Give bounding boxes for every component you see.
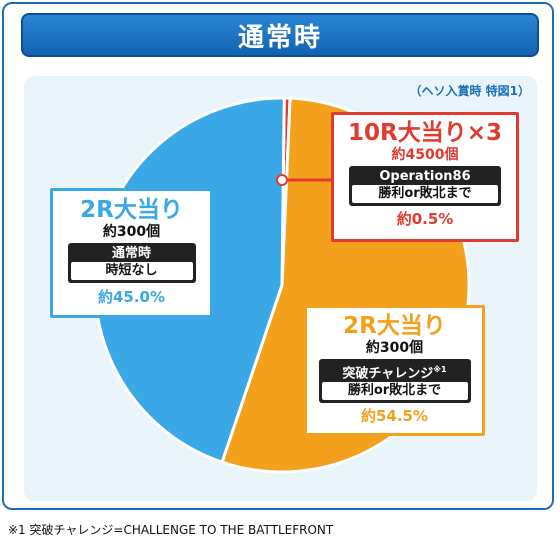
callout-orange-sub: 約300個 xyxy=(365,340,424,356)
callout-orange: 2R大当り 約300個 突破チャレンジ※1 勝利or敗北まで 約54.5% xyxy=(304,305,485,436)
callout-orange-box-top-row: 突破チャレンジ※1 xyxy=(322,361,468,382)
page-title: 通常時 xyxy=(21,13,539,57)
callout-red-box-bottom: 勝利or敗北まで xyxy=(352,185,498,203)
callout-orange-title: 2R大当り xyxy=(343,313,446,339)
callout-blue-percent: 約45.0% xyxy=(97,288,166,306)
callout-orange-percent: 約54.5% xyxy=(360,407,429,426)
callout-blue-box: 通常時 時短なし xyxy=(67,243,196,283)
red-connector-dot xyxy=(276,174,288,186)
callout-blue: 2R大当り 約300個 通常時 時短なし 約45.0% xyxy=(50,188,213,318)
footnote: ※1 突破チャレンジ=CHALLENGE TO THE BATTLEFRONT xyxy=(8,523,334,537)
callout-orange-box-top: 突破チャレンジ xyxy=(342,366,434,382)
callout-orange-box-bottom: 勝利or敗北まで xyxy=(321,382,468,401)
callout-orange-box: 突破チャレンジ※1 勝利or敗北まで xyxy=(318,359,471,404)
callout-blue-box-bottom: 時短なし xyxy=(70,262,193,280)
chart-note: （ヘソ入賞時 特図1） xyxy=(409,84,530,98)
callout-red-box-top: Operation86 xyxy=(379,169,471,184)
callout-blue-sub: 約300個 xyxy=(102,224,161,240)
callout-orange-footnote-mark: ※1 xyxy=(433,365,447,374)
callout-red: 10R大当り×3 約4500個 Operation86 勝利or敗北まで 約0.… xyxy=(331,112,519,242)
callout-blue-box-top: 通常時 xyxy=(111,246,151,261)
callout-blue-title: 2R大当り xyxy=(80,197,183,223)
callout-red-sub: 約4500個 xyxy=(391,147,459,163)
callout-red-box: Operation86 勝利or敗北まで xyxy=(349,166,501,206)
callout-red-title: 10R大当り×3 xyxy=(348,120,502,146)
callout-red-percent: 約0.5% xyxy=(396,210,454,228)
